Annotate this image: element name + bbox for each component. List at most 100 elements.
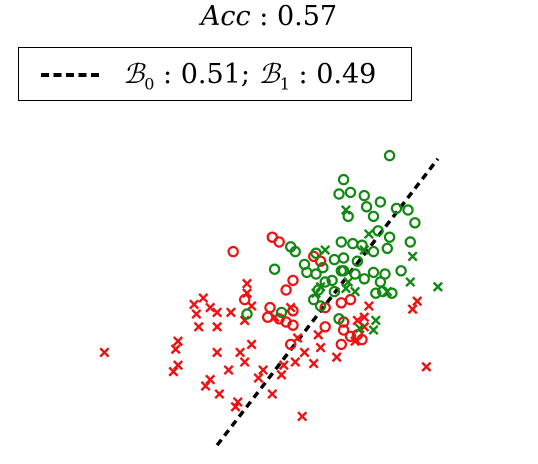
class1-circle-point	[317, 261, 329, 274]
class0-cross-point	[225, 307, 236, 318]
class1-circle-point	[358, 189, 370, 202]
class0-circle-point	[264, 301, 276, 314]
class0-cross-point	[308, 358, 319, 369]
class0-cross-point	[267, 388, 278, 400]
class0-cross-point	[193, 321, 204, 332]
class0-cross-point	[292, 332, 303, 344]
class1-circle-point	[314, 300, 327, 312]
class1-circle-point	[395, 265, 407, 277]
class1-circle-point	[275, 306, 288, 319]
class0-circle-point	[280, 284, 292, 296]
class1-circle-point	[370, 287, 382, 299]
class0-cross-point	[232, 396, 243, 408]
class1-cross-point	[340, 283, 351, 294]
class0-cross-point	[246, 339, 257, 350]
class1-circle-point	[390, 202, 403, 215]
class1-circle-point	[319, 276, 331, 288]
title-value: 0.57	[276, 1, 338, 32]
class0-circle-point	[337, 324, 350, 336]
chart-title: Acc : 0.57	[200, 1, 338, 32]
class0-circle-point	[287, 274, 299, 287]
class0-cross-point	[170, 344, 181, 355]
class1-circle-point	[328, 285, 341, 298]
class1-circle-point	[360, 201, 373, 213]
class1-circle-point	[374, 196, 387, 208]
class1-circle-point	[367, 210, 380, 223]
class1-circle-point	[383, 149, 396, 162]
class0-cross-point	[212, 307, 223, 318]
class0-circle-point	[314, 255, 327, 267]
class0-cross-point	[290, 356, 301, 368]
class0-cross-point	[241, 278, 253, 289]
class0-circle-point	[273, 236, 285, 248]
class0-circle-point	[335, 297, 347, 309]
class0-cross-point	[212, 347, 223, 358]
class1-circle-point	[383, 231, 396, 243]
class0-cross-point	[331, 352, 342, 363]
class1-circle-point	[344, 186, 357, 199]
class1-cross-point	[370, 315, 381, 326]
class0-circle-point	[344, 330, 357, 343]
class0-cross-point	[205, 302, 216, 313]
class1-circle-point	[367, 245, 380, 258]
class1-cross-point	[320, 244, 331, 256]
class0-cross-point	[191, 308, 202, 320]
class0-cross-point	[421, 361, 432, 372]
class0-cross-point	[297, 411, 308, 422]
legend-b1-subscript: 1	[279, 74, 290, 94]
class0-cross-point	[258, 364, 269, 376]
class0-cross-point	[253, 372, 264, 384]
class1-cross-point	[343, 276, 354, 288]
class1-circle-point	[367, 266, 380, 279]
class1-circle-point	[337, 252, 350, 264]
class0-cross-point	[412, 296, 423, 307]
class0-cross-point	[241, 288, 253, 299]
class1-circle-point	[333, 313, 345, 325]
legend: ℬ0 : 0.51; ℬ1 : 0.49	[18, 47, 412, 101]
title-label: Acc	[200, 1, 251, 32]
class1-cross-point	[368, 324, 379, 336]
class1-circle-point	[285, 241, 297, 253]
class1-circle-point	[349, 268, 361, 280]
class0-cross-point	[212, 321, 223, 332]
class1-circle-point	[381, 242, 393, 255]
class0-circle-point	[335, 338, 347, 351]
legend-b1-symbol: ℬ	[258, 59, 280, 90]
class1-circle-point	[379, 268, 391, 280]
legend-b0-symbol: ℬ	[123, 59, 145, 90]
class1-cross-point	[340, 204, 351, 216]
class1-circle-point	[241, 308, 253, 320]
legend-label: ℬ0 : 0.51; ℬ1 : 0.49	[123, 59, 377, 94]
class0-circle-point	[344, 293, 357, 306]
class1-circle-point	[402, 204, 414, 216]
class1-cross-point	[363, 228, 374, 240]
class1-cross-point	[315, 281, 326, 292]
class0-cross-point	[172, 336, 184, 347]
class0-cross-point	[198, 292, 209, 304]
class1-cross-point	[382, 286, 393, 297]
decision-boundary-line	[215, 157, 440, 447]
legend-b0-value: 0.51	[180, 59, 241, 90]
class1-cross-point	[407, 251, 418, 262]
class0-cross-point	[214, 388, 225, 400]
legend-dashed-line-swatch	[41, 73, 99, 77]
class0-cross-point	[299, 347, 310, 358]
class1-circle-point	[351, 255, 364, 267]
class1-circle-point	[328, 253, 341, 266]
class0-circle-point	[319, 321, 331, 333]
class0-cross-point	[239, 356, 250, 368]
class1-circle-point	[358, 273, 370, 285]
class1-cross-point	[405, 276, 416, 288]
class0-cross-point	[315, 342, 326, 353]
class0-cross-point	[363, 300, 374, 312]
class0-cross-point	[407, 304, 418, 315]
class1-cross-point	[354, 323, 365, 334]
class1-cross-point	[359, 244, 370, 256]
class1-cross-point	[432, 281, 443, 292]
class1-circle-point	[335, 265, 347, 277]
class1-circle-point	[326, 274, 338, 287]
class0-cross-point	[168, 366, 179, 377]
class0-cross-point	[359, 312, 370, 323]
class1-cross-point	[310, 288, 322, 299]
